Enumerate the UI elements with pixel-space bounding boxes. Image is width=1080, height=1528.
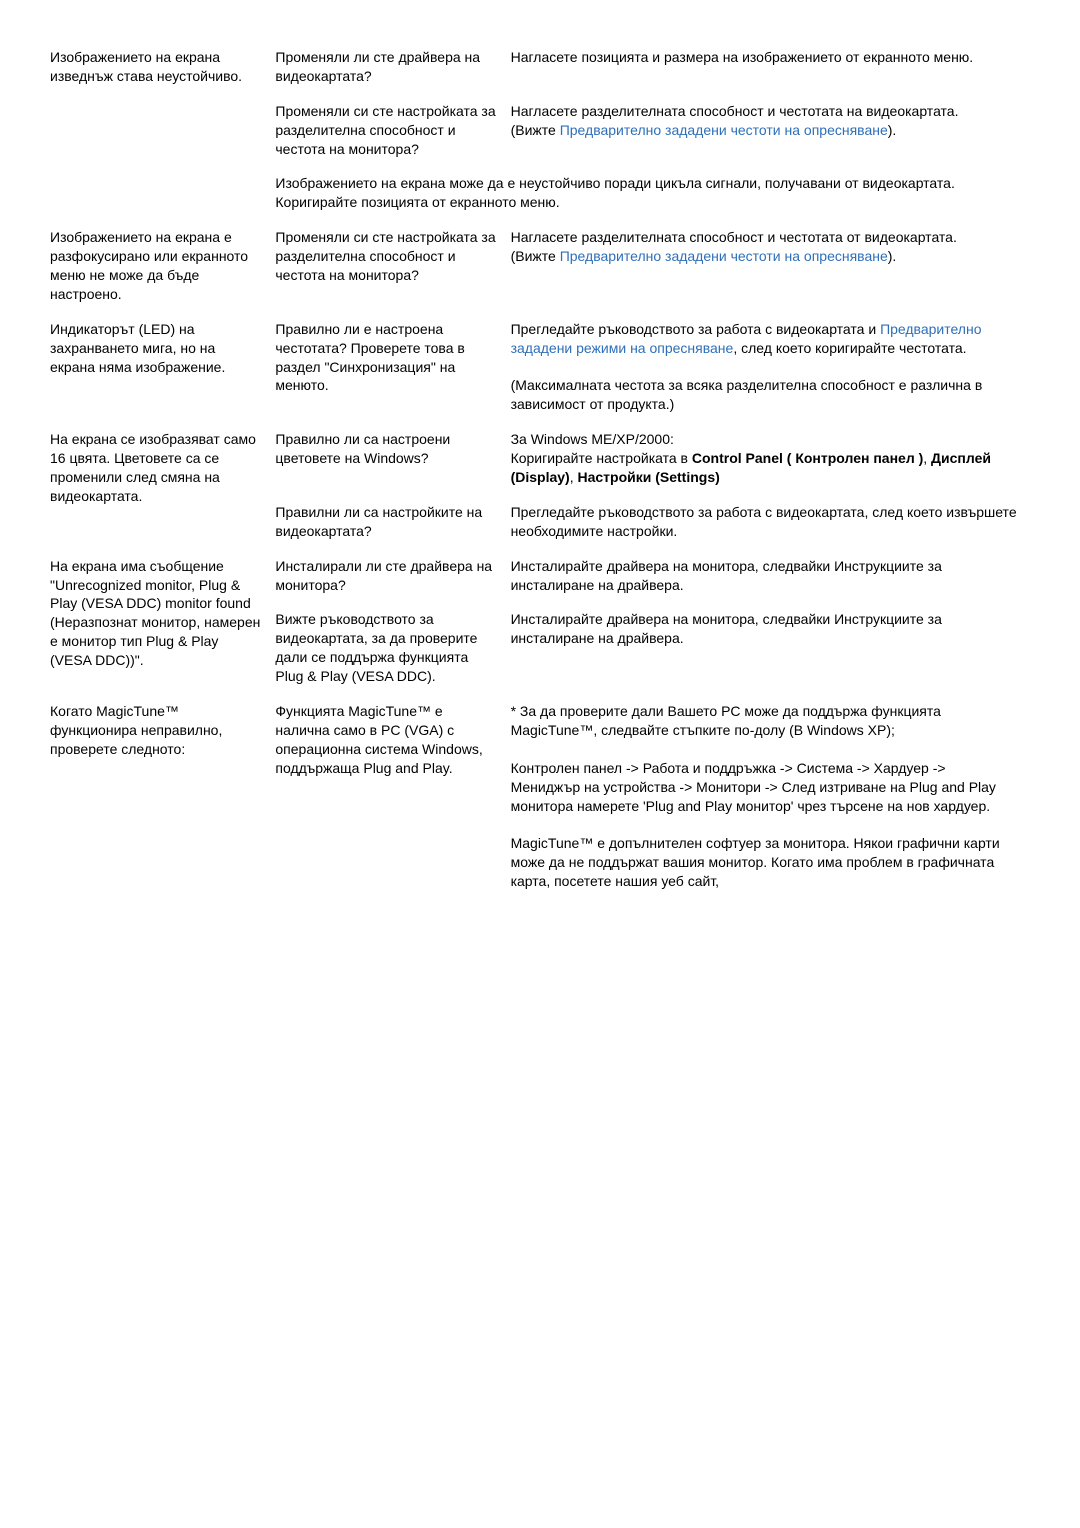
troubleshoot-table: Изображението на екрана изведнъж става н…: [50, 40, 1030, 899]
fix-cell: Прегледайте ръководството за работа с ви…: [511, 495, 1030, 549]
doc-link[interactable]: Предварително зададени режими на опресня…: [511, 321, 982, 356]
issue-cell: Изображението на екрана е разфокусирано …: [50, 220, 275, 312]
check-cell: Функцията MagicTune™ е налична само в PC…: [275, 694, 510, 899]
check-cell: Правилно ли е настроена честотата? Прове…: [275, 312, 510, 422]
doc-link[interactable]: Предварително зададени честоти на опресн…: [560, 122, 888, 138]
fix-cell: Инсталирайте драйвера на монитора, следв…: [511, 549, 1030, 603]
issue-cell: На екрана има съобщение "Unrecognized mo…: [50, 549, 275, 694]
fix-cell: Инсталирайте драйвера на монитора, следв…: [511, 602, 1030, 694]
fix-cell: Нагласете позицията и размера на изображ…: [511, 40, 1030, 94]
fix-cell: Нагласете разделителната способност и че…: [511, 94, 1030, 167]
check-cell: Променяли ли сте драйвера на видеокартат…: [275, 40, 510, 94]
issue-cell: Индикаторът (LED) на захранването мига, …: [50, 312, 275, 422]
fix-cell: Нагласете разделителната способност и че…: [511, 220, 1030, 312]
fix-cell: Прегледайте ръководството за работа с ви…: [511, 312, 1030, 422]
issue-cell: Когато MagicTune™ функционира неправилно…: [50, 694, 275, 899]
fix-cell: За Windows ME/XP/2000:Коригирайте настро…: [511, 422, 1030, 495]
issue-cell: Изображението на екрана изведнъж става н…: [50, 40, 275, 220]
fix-cell: * За да проверите дали Вашето PC може да…: [511, 694, 1030, 899]
check-cell: Правилни ли са настройките на видеокарта…: [275, 495, 510, 549]
check-cell: Променяли си сте настройката за разделит…: [275, 94, 510, 167]
check-cell: Променяли си сте настройката за разделит…: [275, 220, 510, 312]
check-cell: Вижте ръководството за видеокартата, за …: [275, 602, 510, 694]
doc-link[interactable]: Предварително зададени честоти на опресн…: [560, 248, 888, 264]
fix-cell: Изображението на екрана може да е неусто…: [275, 166, 1030, 220]
issue-cell: На екрана се изобразяват само 16 цвята. …: [50, 422, 275, 548]
check-cell: Правилно ли са настроени цветовете на Wi…: [275, 422, 510, 495]
check-cell: Инсталирали ли сте драйвера на монитора?: [275, 549, 510, 603]
